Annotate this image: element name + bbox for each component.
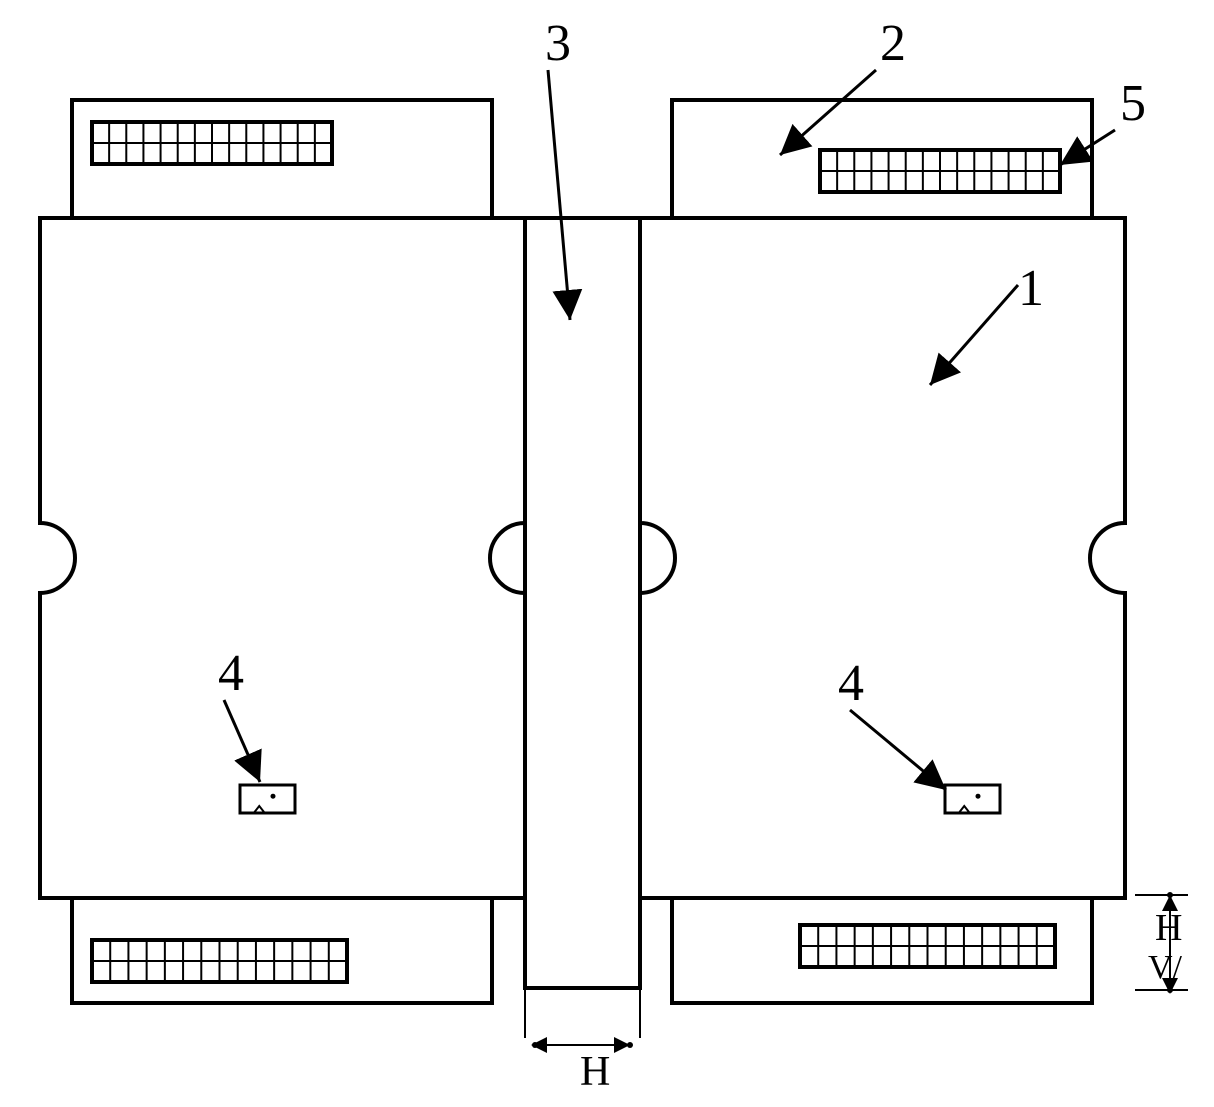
label-h_right: H	[1155, 907, 1182, 949]
label-h_bottom: H	[580, 1049, 610, 1095]
label-l5: 5	[1120, 75, 1146, 132]
label-l4b: 4	[838, 655, 864, 712]
technical-diagram: 123445HHV/	[0, 0, 1214, 1107]
label-l4a: 4	[218, 645, 244, 702]
v-mark: V/	[1148, 949, 1183, 986]
label-l3: 3	[545, 15, 571, 72]
label-l1: 1	[1018, 260, 1044, 317]
label-l2: 2	[880, 15, 906, 72]
